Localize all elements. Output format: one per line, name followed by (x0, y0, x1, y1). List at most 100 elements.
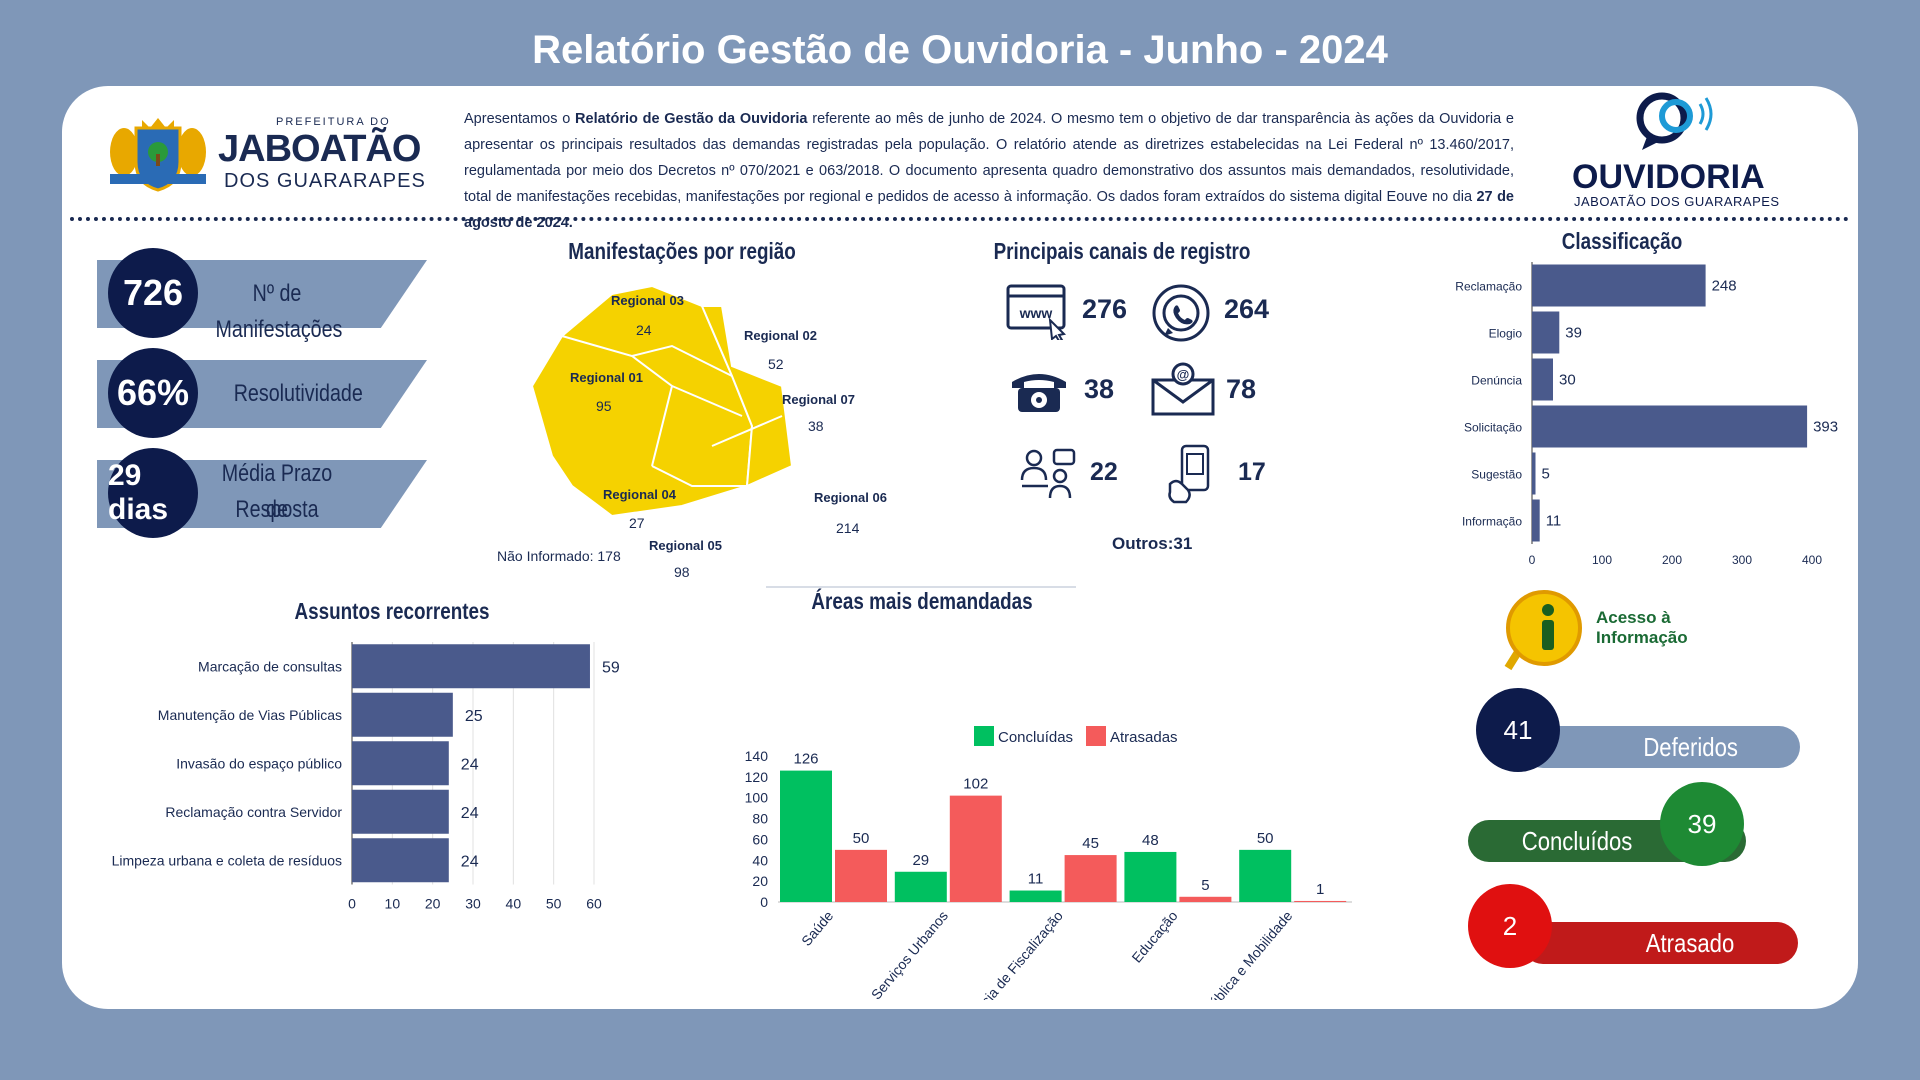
tick-label: 120 (745, 769, 769, 785)
acesso-label-line2: Informação (1596, 628, 1688, 647)
regiao-name: Regional 02 (744, 328, 817, 343)
category-label: Elogio (1489, 327, 1523, 341)
tick-label: 20 (752, 873, 768, 889)
category-label: Reclamação contra Servidor (165, 804, 342, 820)
regiao-value: 95 (596, 398, 612, 414)
ouvidoria-logo: OUVIDORIA JABOATÃO DOS GUARARAPES (1562, 86, 1792, 209)
speech-bubbles-icon (1636, 92, 1713, 150)
tick-label: 10 (385, 896, 401, 912)
divider (70, 217, 1850, 221)
coat-of-arms-icon (110, 118, 206, 192)
email-icon: @ (1151, 362, 1215, 416)
canais-title: Principais canais de registro (993, 238, 1251, 264)
bar (1239, 849, 1292, 902)
web-icon: www (1006, 284, 1067, 340)
tick-label: 30 (465, 896, 481, 912)
svg-text:www: www (1019, 305, 1053, 321)
tick-label: 20 (425, 896, 441, 912)
bar (780, 770, 832, 902)
tick-label: 80 (752, 811, 768, 827)
category-label: Solicitação (1464, 421, 1522, 435)
intro-bold-1: Relatório de Gestão da Ouvidoria (575, 111, 808, 127)
value-label: 5 (1542, 466, 1550, 483)
kpi-label: Nº de Manifestações (215, 280, 343, 343)
whatsapp-icon (1152, 284, 1210, 342)
bar (835, 849, 887, 902)
regiao-name: Regional 01 (570, 370, 643, 385)
areas-title: Áreas mais demandadas (811, 588, 1033, 614)
bar (352, 789, 449, 834)
svg-text:@: @ (1177, 367, 1190, 382)
value-label: 48 (1142, 832, 1159, 849)
tick-label: 60 (586, 896, 602, 912)
bar (1532, 452, 1536, 495)
ouvidoria-logo-title: OUVIDORIA (1572, 158, 1765, 196)
value-label: 50 (1257, 830, 1274, 847)
bar (352, 644, 590, 689)
report-card: PREFEITURA DO JABOATÃO DOS GUARARAPES Ap… (62, 86, 1858, 1009)
tick-label: 400 (1802, 553, 1822, 567)
telephone-icon (1012, 374, 1066, 412)
deferidos-value: 41 (1476, 688, 1560, 772)
bar (1009, 890, 1062, 902)
nao-informado: Não Informado: 178 (497, 548, 621, 564)
bar (1532, 264, 1706, 307)
regiao-name: Regional 06 (814, 490, 887, 505)
category-label: Ordem Pública e Mobilidade (1170, 907, 1295, 1000)
canal-value: 22 (1090, 458, 1118, 486)
areas-divider (766, 586, 1076, 588)
assuntos-title: Assuntos recorrentes (294, 598, 490, 624)
legend-label: Concluídas (998, 729, 1073, 746)
category-label: Sugestão (1471, 468, 1522, 482)
regiao-value: 98 (674, 564, 690, 580)
value-label: 24 (461, 756, 479, 773)
bar (1064, 855, 1117, 902)
value-label: 393 (1813, 419, 1838, 436)
atrasado-value: 2 (1468, 884, 1552, 968)
bar (1532, 499, 1540, 542)
value-label: 11 (1546, 513, 1562, 530)
bar (352, 838, 449, 883)
category-label: Invasão do espaço público (176, 755, 342, 771)
value-label: 126 (793, 751, 818, 768)
canal-value: 38 (1084, 374, 1115, 404)
mobile-app-icon (1168, 444, 1210, 504)
atrasado-pill: Atrasado (1522, 922, 1798, 964)
bar (1532, 358, 1553, 401)
value-label: 24 (461, 853, 479, 870)
tick-label: 0 (760, 894, 768, 910)
regiao-name: Regional 05 (649, 538, 722, 553)
canal-value: 17 (1238, 458, 1266, 486)
value-label: 5 (1201, 877, 1209, 894)
kpi-value: 66% (108, 348, 198, 438)
legend-swatch (974, 726, 994, 746)
kpi-label-line1: Média Prazo de (221, 460, 333, 523)
atrasado-label: Atrasado (1645, 927, 1735, 958)
bar (1532, 311, 1560, 354)
regiao-value: 214 (836, 520, 860, 536)
intro-text-2: referente ao mês de junho de 2024. O mes… (464, 111, 1514, 205)
regiao-title: Manifestações por região (568, 238, 796, 264)
areas-chart: Concluídas Atrasadas 0 20 40 60 80 100 120 140 126… (745, 726, 1352, 1000)
kpi-value: 726 (108, 248, 198, 338)
tick-label: 40 (506, 896, 522, 912)
category-label: Reclamação (1455, 280, 1522, 294)
tick-label: 100 (745, 790, 769, 806)
prefeitura-logo: PREFEITURA DO JABOATÃO DOS GUARARAPES (106, 114, 436, 194)
canal-value: 78 (1226, 374, 1257, 404)
legend-swatch (1086, 726, 1106, 746)
canais-outros: Outros:31 (1112, 534, 1193, 553)
info-icon (1504, 590, 1582, 671)
category-label: Gerência de Fiscalização (953, 907, 1066, 1000)
report-title: Relatório Gestão de Ouvidoria - Junho - … (532, 28, 1388, 72)
category-label: Manutenção de Vias Públicas (158, 707, 342, 723)
map-shape (700, 305, 794, 488)
bar (1294, 900, 1347, 902)
kpi-value: 29 dias (108, 448, 198, 538)
intro-text-1: Apresentamos o (464, 111, 576, 127)
tick-label: 40 (752, 852, 768, 868)
tick-label: 50 (546, 896, 562, 912)
bar (1124, 851, 1177, 902)
deferidos-pill: Deferidos (1522, 726, 1800, 768)
bar (352, 692, 453, 737)
